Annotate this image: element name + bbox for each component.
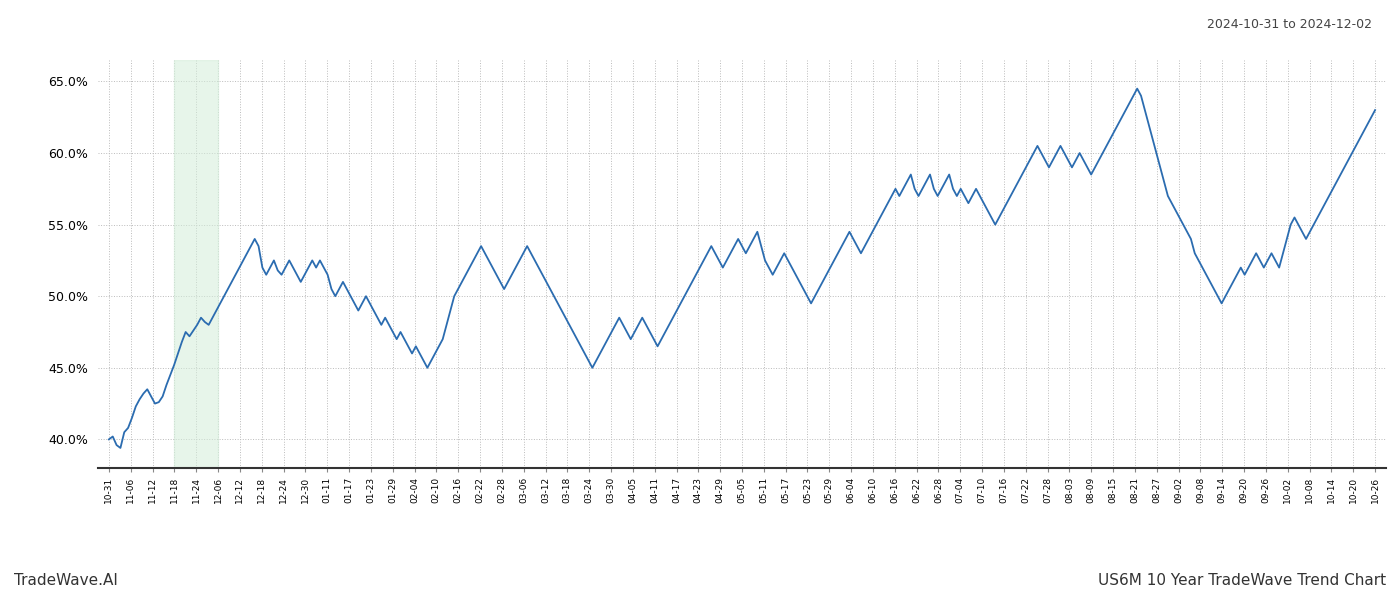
Bar: [175, 60, 218, 468]
Text: US6M 10 Year TradeWave Trend Chart: US6M 10 Year TradeWave Trend Chart: [1098, 573, 1386, 588]
Text: TradeWave.AI: TradeWave.AI: [14, 573, 118, 588]
Text: 2024-10-31 to 2024-12-02: 2024-10-31 to 2024-12-02: [1207, 18, 1372, 31]
